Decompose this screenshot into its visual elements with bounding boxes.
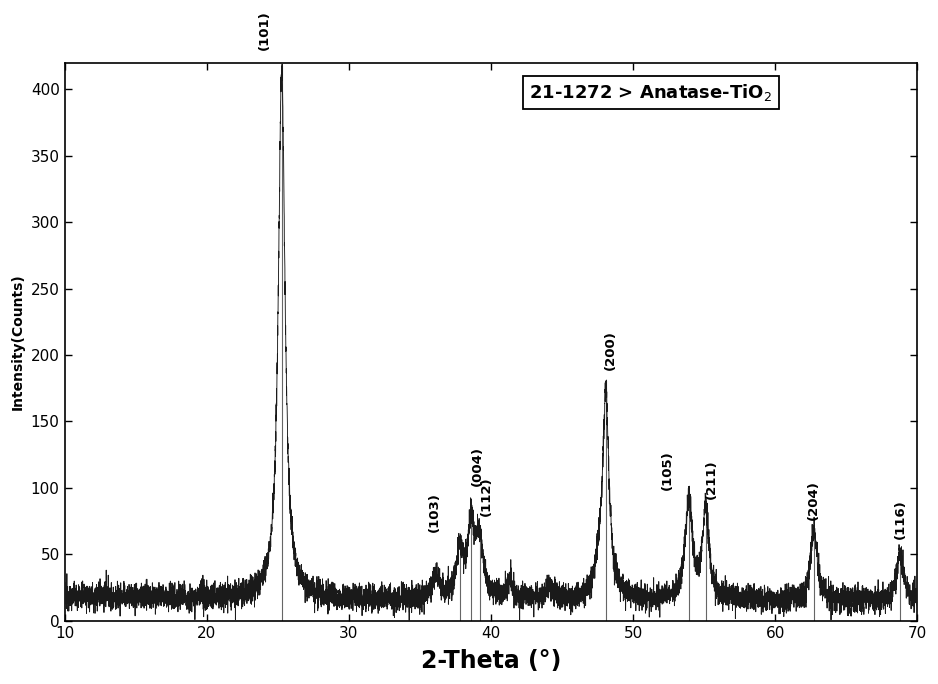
Text: (103): (103): [428, 492, 441, 532]
Y-axis label: Intensity(Counts): Intensity(Counts): [11, 274, 25, 410]
X-axis label: 2-Theta (°): 2-Theta (°): [421, 649, 561, 673]
Text: (101): (101): [258, 10, 271, 50]
Text: (004): (004): [471, 447, 483, 486]
Text: (112): (112): [480, 477, 493, 516]
Text: (204): (204): [808, 480, 821, 521]
Text: (211): (211): [705, 459, 718, 499]
Text: (116): (116): [893, 499, 906, 538]
Text: (200): (200): [603, 330, 616, 370]
Text: 21-1272 > Anatase-TiO$_2$: 21-1272 > Anatase-TiO$_2$: [529, 82, 772, 103]
Text: (105): (105): [661, 451, 673, 490]
